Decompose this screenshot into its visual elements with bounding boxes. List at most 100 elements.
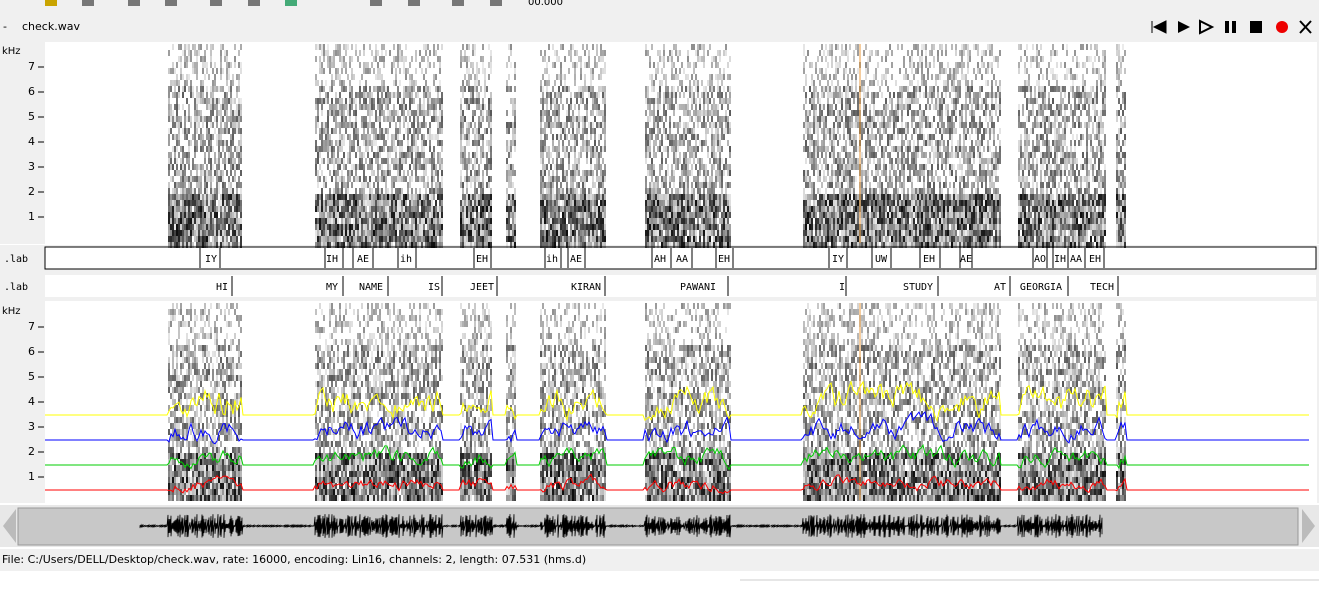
spectrum-cell xyxy=(317,206,319,212)
spectrum-cell xyxy=(721,218,723,224)
transport-controls[interactable] xyxy=(1151,19,1312,35)
play-button[interactable] xyxy=(1178,21,1190,33)
spectrum-cell xyxy=(574,134,576,140)
spectrum-cell xyxy=(399,158,401,164)
spectrum-cell xyxy=(397,62,399,68)
stop-button[interactable] xyxy=(1250,21,1262,33)
spectrum-cell xyxy=(208,176,210,182)
spectrum-cell xyxy=(817,152,819,158)
spectrum-cell xyxy=(542,110,544,116)
spectrum-cell xyxy=(675,50,677,56)
spectrum-cell xyxy=(647,50,649,56)
spectrum-cell xyxy=(226,92,228,98)
spectrum-cell xyxy=(510,146,512,152)
spectrum-cell xyxy=(805,182,807,188)
spectrum-cell xyxy=(184,200,186,206)
spectrum-cell xyxy=(186,62,188,68)
spectrum-cell xyxy=(361,116,363,122)
spectrum-cell xyxy=(182,86,184,92)
spectrum-cell xyxy=(514,242,516,248)
spectrum-cell xyxy=(363,212,365,218)
spectrum-cell xyxy=(462,212,464,218)
spectrum-cell xyxy=(202,236,204,242)
spectrum-cell xyxy=(594,236,596,242)
spectrum-cell xyxy=(604,116,606,122)
spectrum-cell xyxy=(558,122,560,128)
spectrum-cell xyxy=(198,200,200,206)
spectrum-cell xyxy=(707,152,709,158)
spectrum-cell xyxy=(592,92,594,98)
spectrum-cell xyxy=(486,110,488,116)
spectrum-cell xyxy=(323,236,325,242)
spectrum-cell xyxy=(558,110,560,116)
spectrum-cell xyxy=(192,224,194,230)
spectrum-cell xyxy=(180,122,182,128)
rewind-button[interactable] xyxy=(1151,20,1167,34)
spectrum-cell xyxy=(198,110,200,116)
spectrum-cell xyxy=(574,152,576,158)
spectrum-cell xyxy=(383,128,385,134)
spectrum-cell xyxy=(234,230,236,236)
spectrum-cell xyxy=(829,218,831,224)
scroll-right[interactable] xyxy=(1302,509,1315,543)
spectrum-cell xyxy=(361,218,363,224)
spectrum-cell xyxy=(359,230,361,236)
spectrum-cell xyxy=(478,122,480,128)
spectrum-cell xyxy=(831,62,833,68)
spectrum-cell xyxy=(663,236,665,242)
close-button[interactable] xyxy=(1299,20,1312,34)
scroll-left[interactable] xyxy=(3,509,16,543)
spectrum-cell xyxy=(701,92,703,98)
spectrum-cell xyxy=(701,56,703,62)
spectrum-cell xyxy=(377,104,379,110)
spectrum-cell xyxy=(480,104,482,110)
spectrum-cell xyxy=(687,140,689,146)
spectrum-cell xyxy=(679,206,681,212)
spectrum-cell xyxy=(222,212,224,218)
spectrum-cell xyxy=(811,158,813,164)
spectrum-cell xyxy=(482,182,484,188)
spectrum-cell xyxy=(677,194,679,200)
spectrum-cell xyxy=(829,224,831,230)
spectrum-cell xyxy=(395,230,397,236)
spectrum-cell xyxy=(403,122,405,128)
spectrum-cell xyxy=(514,170,516,176)
spectrum-cell xyxy=(570,218,572,224)
spectrum-cell xyxy=(835,56,837,62)
spectrum-cell xyxy=(427,158,429,164)
spectrum-cell xyxy=(576,122,578,128)
spectrum-cell xyxy=(677,242,679,248)
spectrum-cell xyxy=(813,224,815,230)
record-button[interactable] xyxy=(1276,21,1288,33)
pause-button-b[interactable] xyxy=(1232,21,1236,33)
spectrum-cell xyxy=(703,50,705,56)
spectrum-cell xyxy=(657,62,659,68)
spectrum-cell xyxy=(349,230,351,236)
spectrum-cell xyxy=(409,176,411,182)
spectrum-cell xyxy=(178,80,180,86)
spectrum-cell xyxy=(693,128,695,134)
spectrum-cell xyxy=(578,212,580,218)
spectrum-cell xyxy=(208,152,210,158)
spectrum-cell xyxy=(827,236,829,242)
spectrum-cell xyxy=(554,104,556,110)
pause-button[interactable] xyxy=(1225,21,1229,33)
spectrum-cell xyxy=(488,116,490,122)
spectrum-cell xyxy=(377,176,379,182)
spectrum-cell xyxy=(685,182,687,188)
spectrum-cell xyxy=(182,242,184,248)
spectrum-cell xyxy=(220,152,222,158)
spectrum-cell xyxy=(427,200,429,206)
sound-header xyxy=(0,12,1319,42)
spectrum-cell xyxy=(367,212,369,218)
spectrum-cell xyxy=(357,56,359,62)
spectrum-cell xyxy=(170,194,172,200)
spectrum-cell xyxy=(675,236,677,242)
spectrum-cell xyxy=(238,86,240,92)
spectrum-cell xyxy=(506,224,508,230)
spectrum-cell xyxy=(727,182,729,188)
spectrum-cell xyxy=(393,164,395,170)
spectrum-cell xyxy=(727,230,729,236)
loop-button[interactable] xyxy=(1199,19,1215,35)
spectrum-cell xyxy=(715,212,717,218)
